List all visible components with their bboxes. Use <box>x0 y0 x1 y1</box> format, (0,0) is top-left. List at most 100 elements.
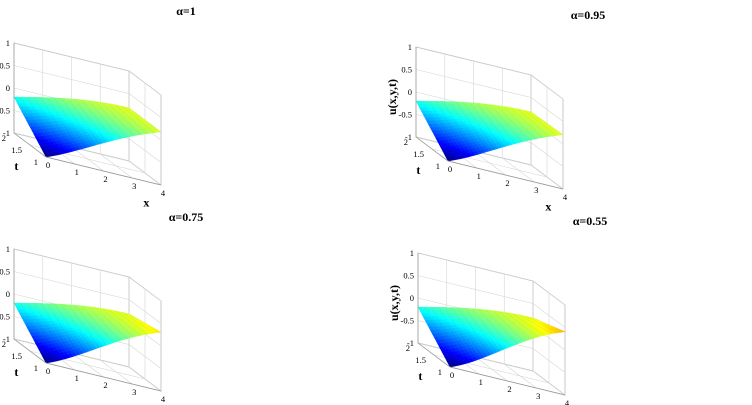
t-tick-label: 2 <box>2 133 6 143</box>
z-axis-label: u(x,y,t) <box>385 79 399 115</box>
t-axis-line <box>417 342 451 368</box>
t-tick-label: 2 <box>2 339 6 349</box>
mesh-line <box>510 107 543 138</box>
mesh-line <box>40 303 74 357</box>
mesh-line <box>424 307 457 366</box>
mesh-line <box>40 97 74 152</box>
x-tick-label: 1 <box>479 377 483 387</box>
mesh-line <box>471 308 505 350</box>
mesh-line <box>478 309 512 347</box>
mesh-line <box>81 99 114 141</box>
z-tick-label: -1 <box>407 338 414 348</box>
x-axis-label: x <box>143 195 149 209</box>
mesh-line <box>442 101 476 156</box>
z-tick-label: 1 <box>6 244 10 254</box>
mesh-line <box>88 100 121 139</box>
z-tick-label: -1 <box>3 334 10 344</box>
mesh-line <box>463 102 496 150</box>
x-axis-label: x <box>545 199 551 213</box>
mesh-line <box>458 307 491 355</box>
x-tick-label: 3 <box>534 185 538 195</box>
mesh-line <box>67 98 101 144</box>
t-tick-label: 1 <box>438 367 442 377</box>
t-gridline <box>29 83 146 174</box>
x-tick-label: 2 <box>505 178 509 188</box>
mesh-line <box>438 307 471 363</box>
t-tick-label: 1.5 <box>11 145 22 155</box>
t-axis-line <box>415 136 449 162</box>
plot-title: α=1 <box>176 4 196 18</box>
mesh-line <box>499 311 532 340</box>
x-tick-label: 4 <box>565 398 570 405</box>
mesh-line <box>54 97 87 148</box>
mesh-line <box>122 312 155 334</box>
mesh-line <box>108 309 141 336</box>
t-gridline <box>433 293 550 384</box>
x-axis-label: x <box>143 401 149 405</box>
mesh-line <box>503 106 537 140</box>
x-tick-label: 2 <box>103 380 107 390</box>
mesh-line <box>469 102 503 148</box>
x-tick-label: 1 <box>75 373 79 383</box>
mesh-line <box>95 307 128 339</box>
t-tick-label: 2 <box>404 137 408 147</box>
x-axis-line <box>45 362 162 392</box>
mesh-line <box>417 306 451 368</box>
z-tick-label: 0.5 <box>0 267 10 277</box>
plot-title: α=0.95 <box>571 8 606 22</box>
mesh-line <box>47 97 80 150</box>
x-tick-label: 1 <box>477 171 481 181</box>
mesh-line <box>128 313 162 333</box>
mesh-line <box>483 103 516 144</box>
mesh-line <box>20 97 53 156</box>
x-tick-label: 0 <box>46 366 50 376</box>
mesh-line <box>115 310 148 335</box>
mesh-line <box>34 97 67 154</box>
x-tick-label: 4 <box>563 192 568 202</box>
z-tick-label: 0 <box>410 293 414 303</box>
mesh-line <box>451 307 484 358</box>
t-axis-label: t <box>14 365 18 379</box>
x-axis-line <box>45 156 162 186</box>
mesh-line <box>61 98 94 146</box>
t-tick-label: 1.5 <box>413 149 424 159</box>
mesh-line <box>34 303 67 359</box>
surface-mesh <box>13 96 162 158</box>
mesh-line <box>13 96 47 158</box>
mesh-line <box>74 99 108 143</box>
mesh-line <box>526 316 559 333</box>
z-axis-label: u(x,y,t) <box>387 285 401 321</box>
x-tick-label: 1 <box>75 167 79 177</box>
z-tick-label: 0.5 <box>0 61 10 71</box>
z-tick-label: -0.5 <box>0 312 10 322</box>
mesh-line <box>476 103 510 146</box>
mesh-line <box>485 309 518 345</box>
mesh-line <box>101 308 134 338</box>
mesh-line <box>115 104 148 134</box>
mesh-line <box>431 307 464 365</box>
z-gridline <box>13 42 162 96</box>
mesh-line <box>47 303 80 355</box>
mesh-line <box>449 101 482 154</box>
plot-title: α=0.55 <box>573 214 608 228</box>
surface-mesh <box>13 302 162 364</box>
t-axis-label: t <box>416 163 420 177</box>
mesh-line <box>497 105 530 141</box>
mesh-line <box>429 101 462 159</box>
t-tick-label: 1 <box>34 363 38 373</box>
mesh-line <box>512 313 545 336</box>
x-tick-label: 0 <box>46 160 50 170</box>
z-tick-label: 0.5 <box>403 271 414 281</box>
z-tick-label: -0.5 <box>0 106 10 116</box>
mesh-line <box>532 317 566 332</box>
x-tick-label: 3 <box>132 181 136 191</box>
t-tick-label: 1.5 <box>11 351 22 361</box>
mesh-line <box>74 305 108 346</box>
mesh-line <box>54 303 87 353</box>
mesh-line <box>128 107 162 133</box>
surface-mesh <box>417 306 566 368</box>
